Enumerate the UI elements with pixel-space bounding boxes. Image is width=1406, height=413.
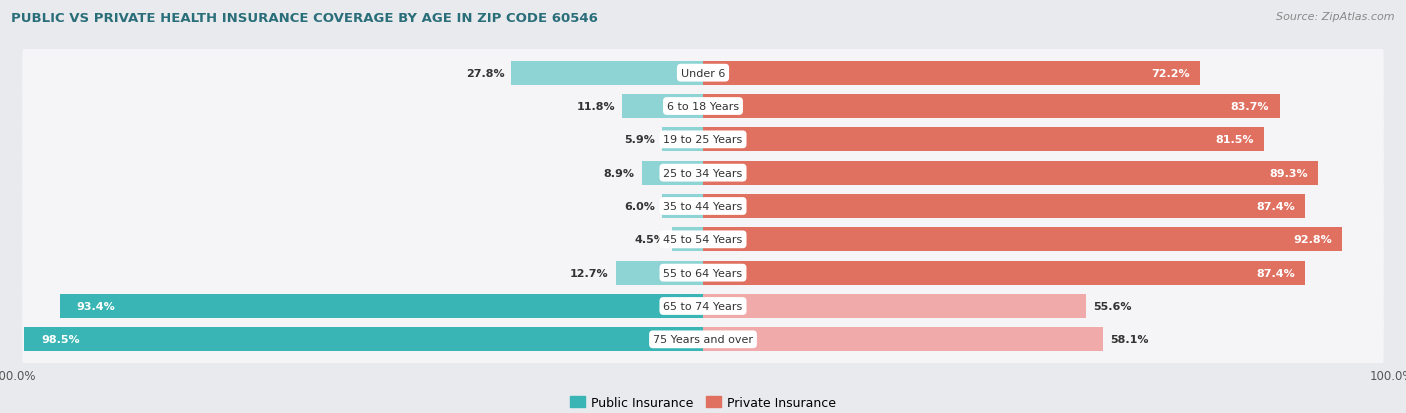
FancyBboxPatch shape — [22, 280, 1384, 332]
Text: 92.8%: 92.8% — [1294, 235, 1331, 245]
Text: 6.0%: 6.0% — [624, 202, 655, 211]
FancyBboxPatch shape — [22, 313, 1384, 366]
Text: 87.4%: 87.4% — [1256, 268, 1295, 278]
FancyBboxPatch shape — [22, 214, 1384, 266]
FancyBboxPatch shape — [22, 114, 1384, 166]
Text: 45 to 54 Years: 45 to 54 Years — [664, 235, 742, 245]
Bar — [703, 228, 1343, 252]
Text: 19 to 25 Years: 19 to 25 Years — [664, 135, 742, 145]
Bar — [703, 161, 1319, 185]
Text: 12.7%: 12.7% — [569, 268, 609, 278]
FancyBboxPatch shape — [22, 247, 1384, 299]
Text: 55 to 64 Years: 55 to 64 Years — [664, 268, 742, 278]
Bar — [703, 328, 1104, 351]
Text: 75 Years and over: 75 Years and over — [652, 335, 754, 344]
Text: 11.8%: 11.8% — [576, 102, 614, 112]
Text: 81.5%: 81.5% — [1216, 135, 1254, 145]
Bar — [703, 195, 1305, 218]
Text: 89.3%: 89.3% — [1270, 168, 1308, 178]
Bar — [24, 328, 703, 351]
Text: 5.9%: 5.9% — [624, 135, 655, 145]
Text: 25 to 34 Years: 25 to 34 Years — [664, 168, 742, 178]
FancyBboxPatch shape — [22, 147, 1384, 199]
Bar — [621, 95, 703, 119]
Bar — [703, 261, 1305, 285]
Bar — [703, 128, 1264, 152]
Bar — [703, 294, 1085, 318]
Bar — [703, 62, 1201, 85]
Text: 8.9%: 8.9% — [603, 168, 634, 178]
Bar — [662, 128, 703, 152]
Text: 65 to 74 Years: 65 to 74 Years — [664, 301, 742, 311]
Text: 58.1%: 58.1% — [1111, 335, 1149, 344]
Bar — [59, 294, 703, 318]
Bar — [672, 228, 703, 252]
Text: 72.2%: 72.2% — [1152, 69, 1189, 78]
Text: PUBLIC VS PRIVATE HEALTH INSURANCE COVERAGE BY AGE IN ZIP CODE 60546: PUBLIC VS PRIVATE HEALTH INSURANCE COVER… — [11, 12, 598, 25]
Text: 6 to 18 Years: 6 to 18 Years — [666, 102, 740, 112]
Text: 83.7%: 83.7% — [1230, 102, 1270, 112]
Text: 98.5%: 98.5% — [42, 335, 80, 344]
FancyBboxPatch shape — [22, 81, 1384, 133]
Text: Source: ZipAtlas.com: Source: ZipAtlas.com — [1277, 12, 1395, 22]
Bar — [641, 161, 703, 185]
Text: 93.4%: 93.4% — [77, 301, 115, 311]
FancyBboxPatch shape — [22, 180, 1384, 233]
Bar — [662, 195, 703, 218]
Bar — [703, 95, 1279, 119]
Text: 35 to 44 Years: 35 to 44 Years — [664, 202, 742, 211]
Legend: Public Insurance, Private Insurance: Public Insurance, Private Insurance — [565, 391, 841, 413]
FancyBboxPatch shape — [22, 47, 1384, 100]
Text: 87.4%: 87.4% — [1256, 202, 1295, 211]
Bar — [616, 261, 703, 285]
Text: 4.5%: 4.5% — [634, 235, 665, 245]
Text: 55.6%: 55.6% — [1092, 301, 1132, 311]
Text: Under 6: Under 6 — [681, 69, 725, 78]
Bar — [512, 62, 703, 85]
Text: 27.8%: 27.8% — [465, 69, 505, 78]
